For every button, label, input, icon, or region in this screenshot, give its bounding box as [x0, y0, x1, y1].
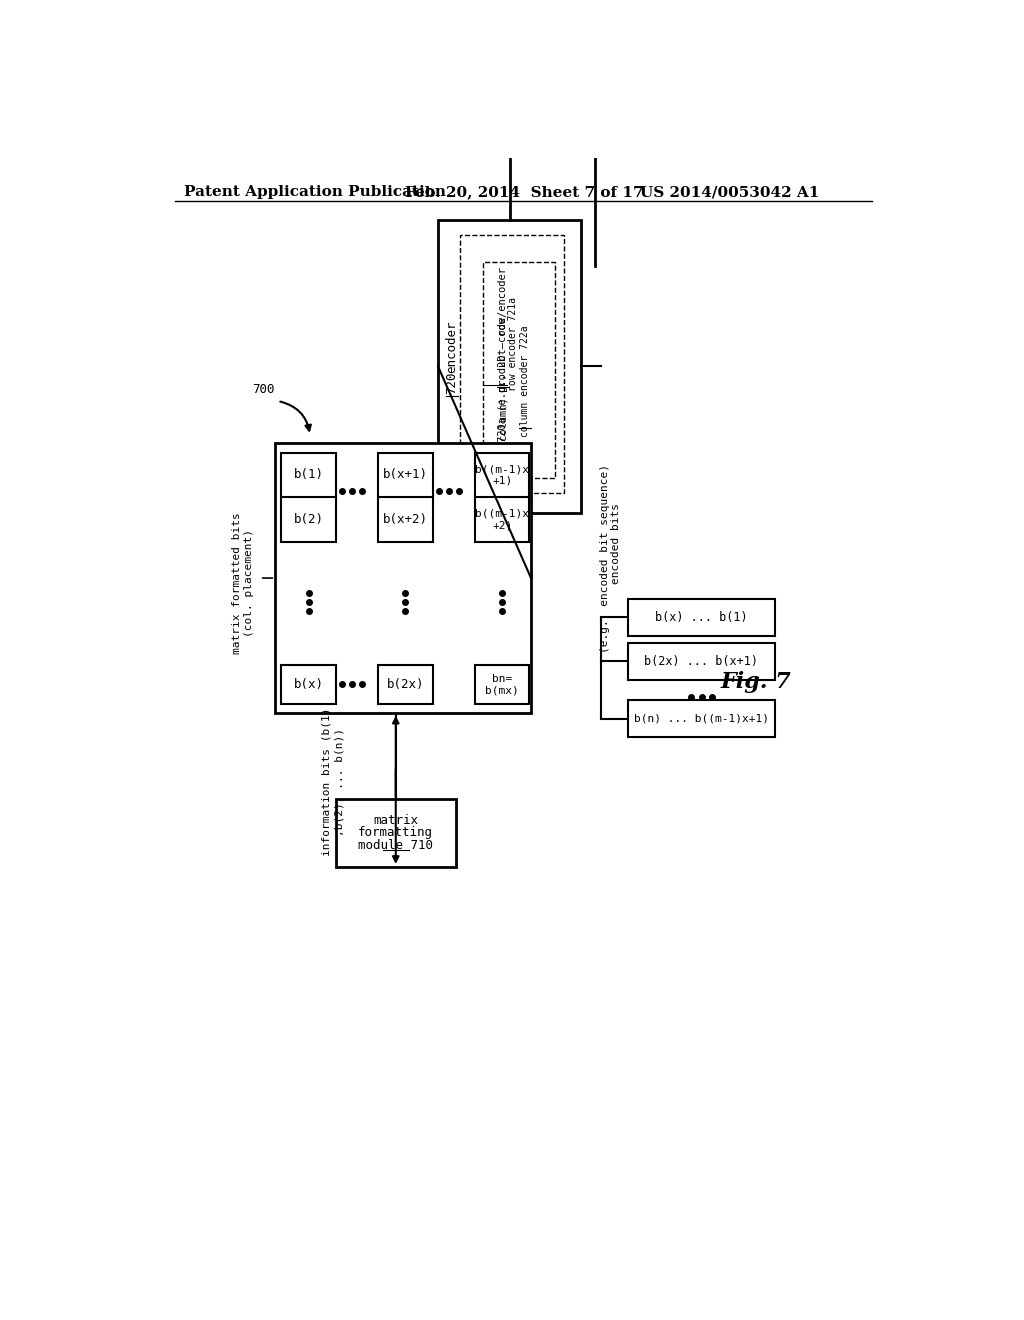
FancyBboxPatch shape — [628, 643, 775, 680]
Text: b(1): b(1) — [294, 469, 324, 482]
Text: b((m-1)x
+2): b((m-1)x +2) — [475, 508, 529, 531]
Text: column encoder 722a: column encoder 722a — [520, 325, 530, 437]
Text: product code encoder: product code encoder — [498, 267, 508, 392]
Text: b(2x) ... b(x+1): b(2x) ... b(x+1) — [644, 655, 759, 668]
FancyBboxPatch shape — [378, 665, 432, 704]
Text: Patent Application Publication: Patent Application Publication — [183, 185, 445, 199]
Text: Fig. 7: Fig. 7 — [720, 671, 792, 693]
Text: (e.g., encoded bit sequence): (e.g., encoded bit sequence) — [600, 465, 610, 653]
Text: b(x) ... b(1): b(x) ... b(1) — [655, 611, 748, 624]
Text: column): column) — [498, 396, 508, 440]
FancyBboxPatch shape — [628, 599, 775, 636]
FancyBboxPatch shape — [475, 453, 529, 543]
FancyBboxPatch shape — [483, 263, 555, 478]
Text: b(x+1): b(x+1) — [383, 469, 428, 482]
Text: US 2014/0053042 A1: US 2014/0053042 A1 — [640, 185, 819, 199]
Text: b(2): b(2) — [294, 513, 324, 527]
Text: Feb. 20, 2014  Sheet 7 of 17: Feb. 20, 2014 Sheet 7 of 17 — [406, 185, 644, 199]
Text: bn=
b(mx): bn= b(mx) — [485, 673, 519, 696]
Text: 720a (e.g., 2D – row/: 720a (e.g., 2D – row/ — [498, 310, 508, 442]
Text: encoder: encoder — [445, 321, 459, 374]
FancyBboxPatch shape — [378, 453, 432, 543]
FancyBboxPatch shape — [438, 220, 582, 512]
Text: ,b(2), ... b(n)): ,b(2), ... b(n)) — [335, 729, 345, 836]
Text: b(2x): b(2x) — [387, 677, 424, 690]
FancyBboxPatch shape — [475, 665, 529, 704]
Text: matrix formatted bits
(col. placement): matrix formatted bits (col. placement) — [231, 512, 254, 655]
Text: b(x+2): b(x+2) — [383, 513, 428, 527]
Text: b((m-1)x
+1): b((m-1)x +1) — [475, 465, 529, 486]
Text: matrix: matrix — [374, 814, 418, 828]
Text: module 710: module 710 — [358, 838, 433, 851]
FancyBboxPatch shape — [460, 235, 564, 494]
FancyBboxPatch shape — [628, 701, 775, 738]
FancyBboxPatch shape — [336, 799, 456, 867]
FancyBboxPatch shape — [275, 444, 531, 713]
Text: formatting: formatting — [358, 826, 433, 840]
Text: b(x): b(x) — [294, 677, 324, 690]
Text: information bits (b(1): information bits (b(1) — [322, 708, 332, 857]
Text: 700: 700 — [252, 383, 274, 396]
Text: row encoder 721a: row encoder 721a — [508, 297, 518, 391]
FancyBboxPatch shape — [282, 453, 336, 543]
FancyBboxPatch shape — [282, 665, 336, 704]
Text: b(n) ... b((m-1)x+1): b(n) ... b((m-1)x+1) — [634, 714, 769, 723]
Text: encoded bits: encoded bits — [611, 503, 622, 583]
Text: 720: 720 — [445, 372, 459, 395]
